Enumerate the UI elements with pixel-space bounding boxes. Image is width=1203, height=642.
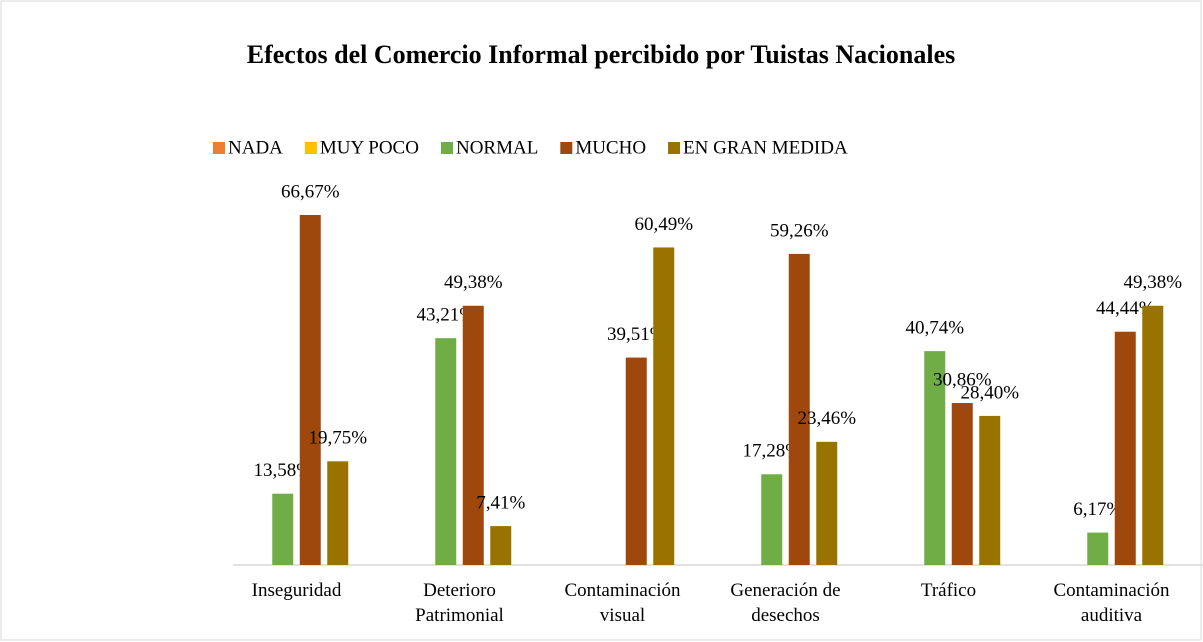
- bar: [761, 474, 783, 565]
- legend-swatch: [560, 142, 573, 154]
- data-label: 30,86%: [933, 369, 992, 390]
- data-label: 59,26%: [770, 220, 829, 241]
- bar: [435, 338, 457, 565]
- data-label: 19,75%: [308, 428, 367, 449]
- bar: [272, 493, 294, 565]
- data-label: 60,49%: [634, 214, 693, 235]
- x-tick-label: Contaminación visual: [564, 580, 681, 626]
- bar: [979, 415, 1001, 565]
- bar: [1087, 532, 1109, 565]
- legend-swatch: [213, 142, 225, 154]
- x-tick-label: Deterioro Patrimonial: [415, 580, 504, 626]
- data-label: 43,21%: [416, 305, 475, 326]
- x-tick-label: Contaminación auditiva: [1053, 580, 1170, 626]
- data-label: 49,38%: [1123, 272, 1182, 293]
- data-label: 40,74%: [905, 317, 964, 338]
- data-label: 7,41%: [476, 492, 525, 513]
- data-label: 13,58%: [253, 460, 312, 481]
- bar: [653, 247, 675, 566]
- bar: [816, 441, 838, 565]
- legend-swatch: [304, 142, 317, 154]
- chart-title: Efectos del Comercio Informal percibido …: [247, 40, 956, 69]
- bar: [299, 215, 321, 565]
- bar: [490, 526, 512, 565]
- bar: [951, 402, 973, 565]
- bar: [327, 461, 349, 565]
- bar: [1142, 305, 1164, 565]
- data-label: 66,67%: [281, 181, 340, 202]
- legend-label: MUCHO: [575, 137, 646, 158]
- legend-label: MUY POCO: [320, 137, 419, 158]
- bar: [462, 305, 484, 565]
- x-tick-label: Tráfico: [920, 580, 977, 601]
- bar: [788, 253, 810, 565]
- legend-label: NADA: [228, 137, 283, 158]
- data-label: 6,17%: [1073, 499, 1122, 520]
- data-label: 17,28%: [742, 441, 801, 462]
- x-tick-label: Inseguridad: [251, 580, 342, 601]
- data-label: 28,40%: [960, 382, 1019, 403]
- data-label: 49,38%: [444, 272, 503, 293]
- legend-swatch: [440, 142, 453, 154]
- legend-swatch: [668, 142, 681, 154]
- data-label: 44,44%: [1096, 298, 1155, 319]
- bar: [1114, 331, 1136, 565]
- x-tick-label: Generación de desechos: [730, 580, 841, 626]
- legend-label: EN GRAN MEDIDA: [683, 137, 848, 158]
- legend-label: NORMAL: [456, 137, 538, 158]
- data-label: 39,51%: [607, 324, 666, 345]
- bar: [625, 357, 647, 565]
- data-label: 23,46%: [797, 408, 856, 429]
- bar: [924, 351, 946, 565]
